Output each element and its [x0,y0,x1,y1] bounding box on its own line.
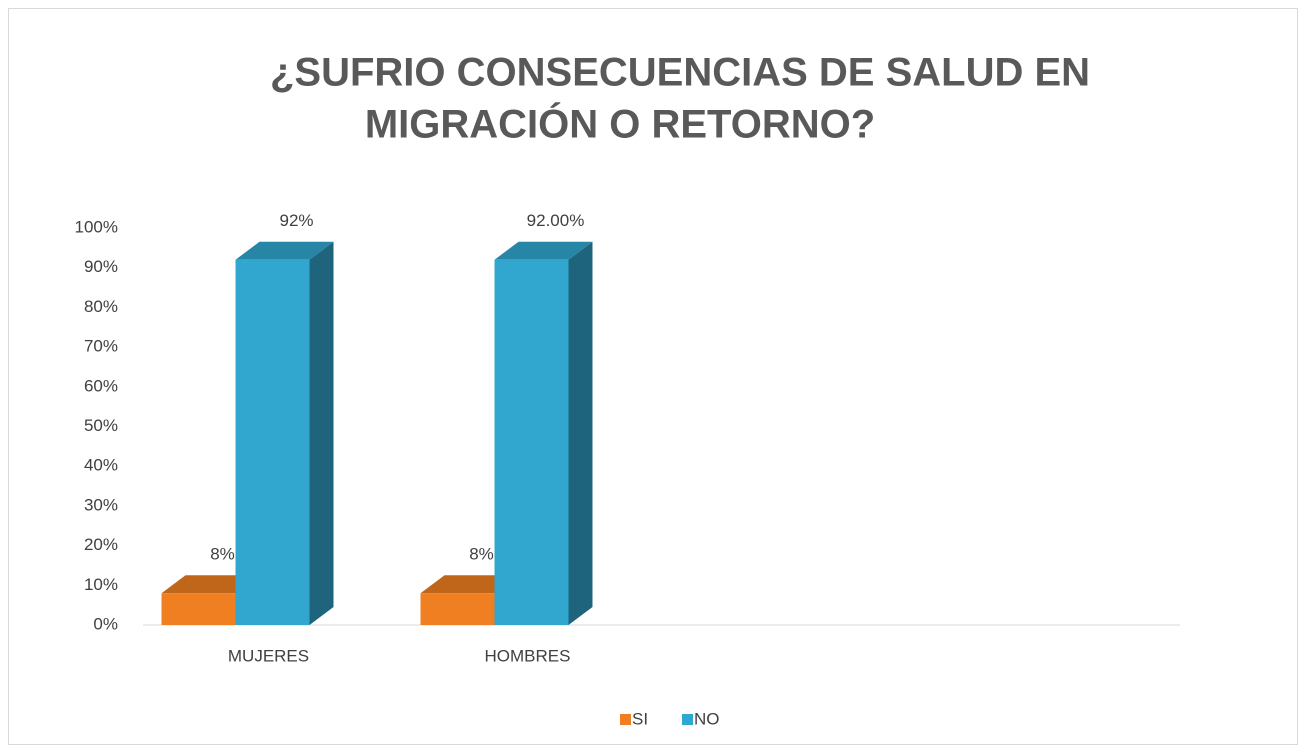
bar [420,593,495,625]
y-tick-label: 70% [84,337,118,356]
y-tick-label: 100% [75,217,118,236]
bar-top [235,241,334,260]
y-tick-label: 0% [93,614,118,633]
bar-3d [494,241,593,625]
y-tick-label: 50% [84,416,118,435]
bar-top [161,575,260,594]
x-tick-label: MUJERES [228,646,309,665]
bar-top [494,241,593,260]
bar [494,259,569,625]
y-tick-label: 80% [84,297,118,316]
bar [161,593,236,625]
chart-title: ¿SUFRIO CONSECUENCIAS DE SALUD EN [270,51,1090,95]
chart-title: MIGRACIÓN O RETORNO? [365,101,875,147]
bar-side [568,241,593,625]
bar-3d [161,575,260,625]
y-tick-label: 40% [84,456,118,475]
data-label: 92.00% [527,211,585,230]
y-tick-label: 60% [84,376,118,395]
legend-label: SI [632,709,648,728]
legend-label: NO [694,709,720,728]
data-label: 92% [279,211,313,230]
data-label: 8% [210,545,235,564]
data-label: 8% [469,545,494,564]
y-tick-label: 30% [84,495,118,514]
legend-swatch [620,714,631,725]
y-tick-label: 20% [84,535,118,554]
bar-side [309,241,334,625]
bar-3d [235,241,334,625]
y-tick-label: 90% [84,257,118,276]
bar-top [420,575,519,594]
legend-swatch [682,714,693,725]
x-tick-label: HOMBRES [485,646,571,665]
y-tick-label: 10% [84,575,118,594]
bar [235,259,310,625]
